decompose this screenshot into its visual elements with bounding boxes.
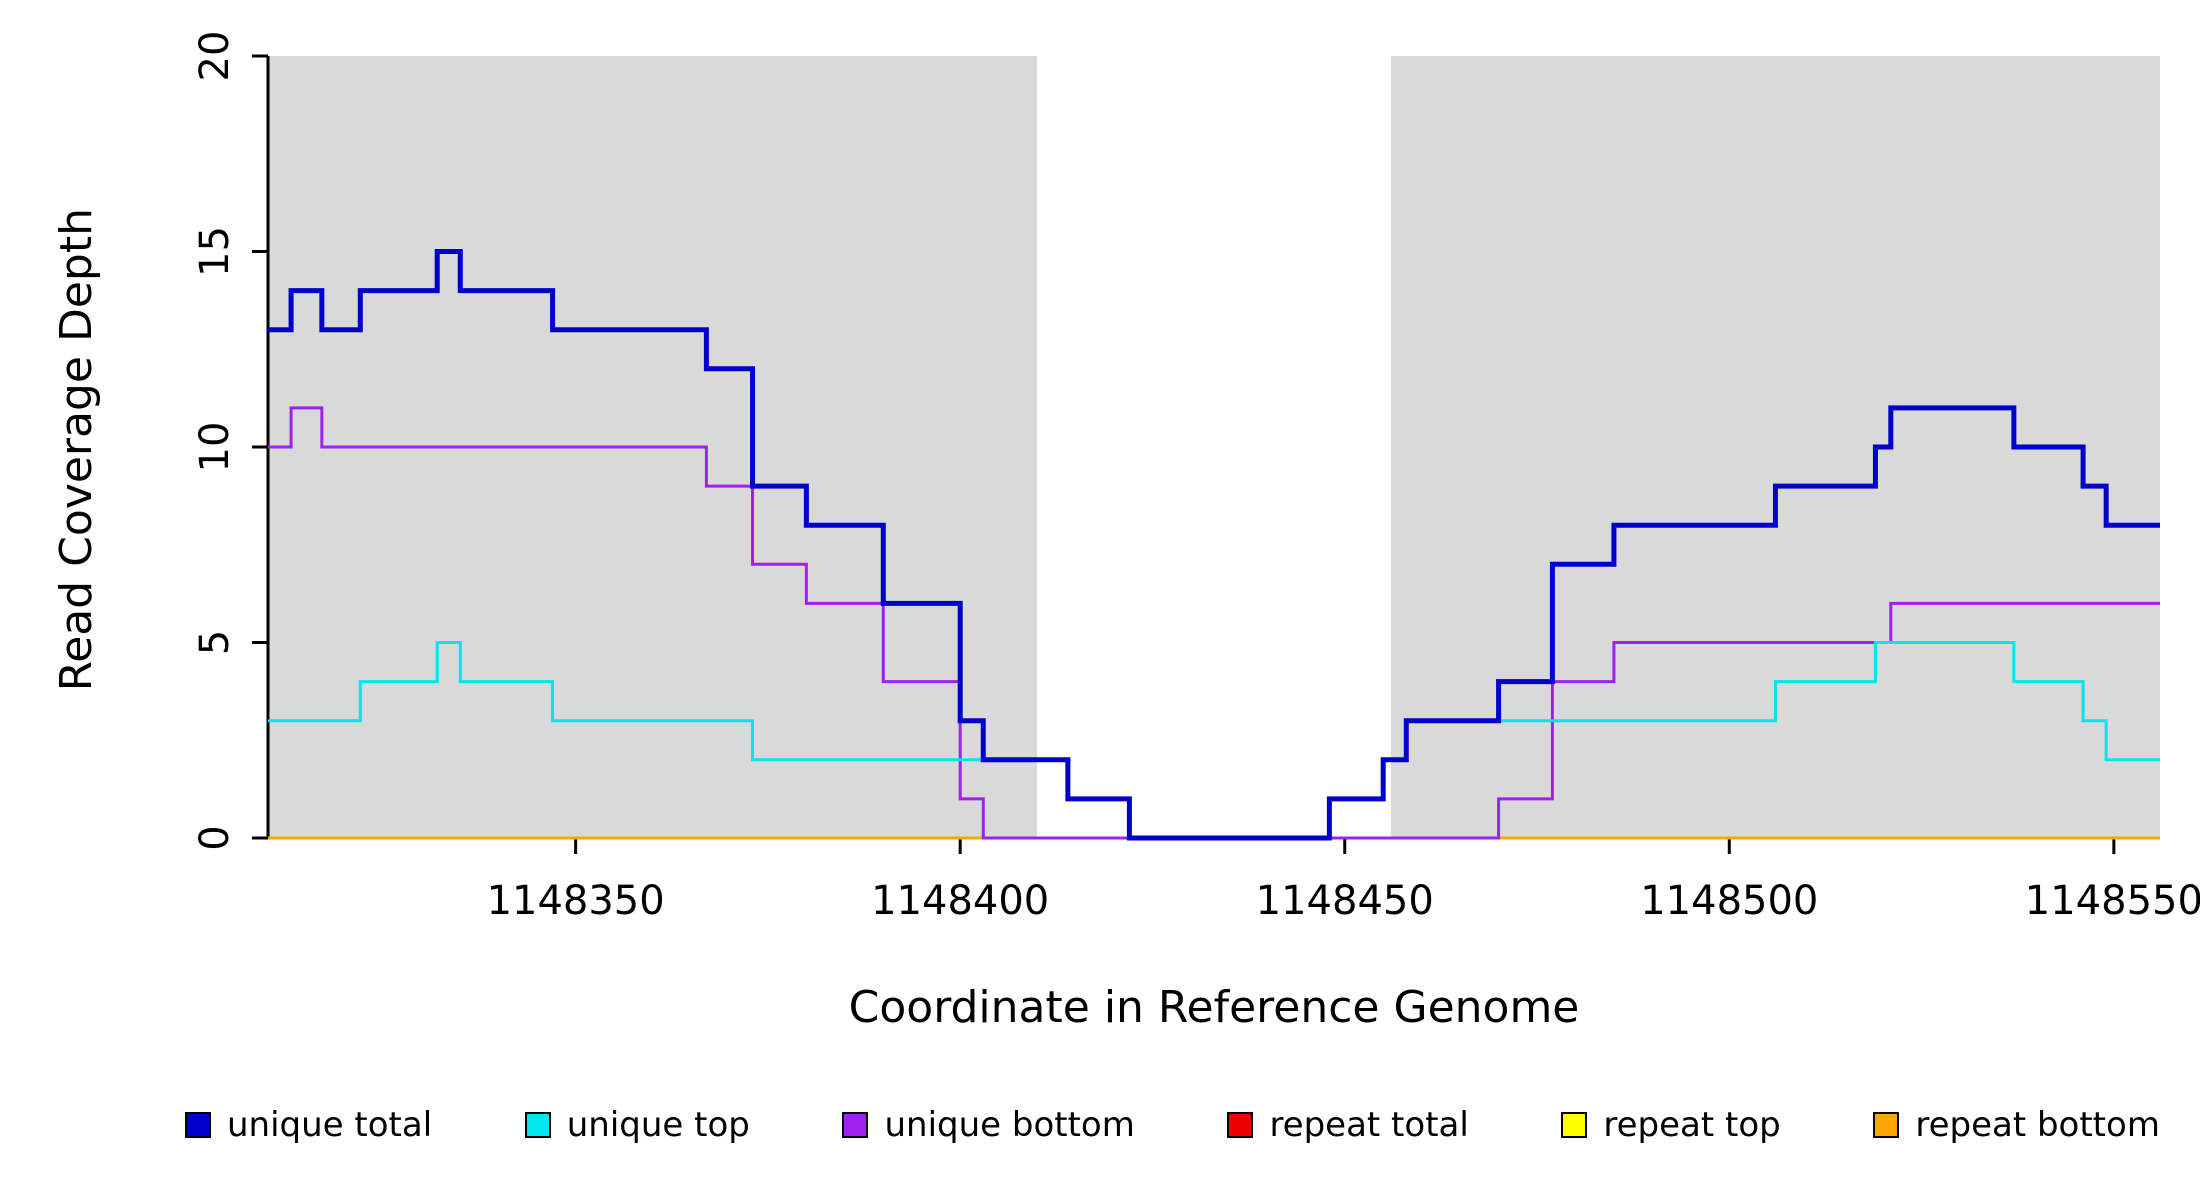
legend-label: unique top: [566, 1105, 750, 1145]
y-axis-title: Read Coverage Depth: [50, 208, 102, 692]
x-tick-label: 1148350: [487, 878, 665, 924]
y-axis-title-wrap: Read Coverage Depth: [46, 170, 106, 730]
x-tick-label: 1148400: [871, 878, 1049, 924]
coverage-chart: 1148350 1148400 1148450 1148500 1148550 0 5 10 1…: [192, 31, 2200, 924]
unique-total-swatch-icon: [185, 1112, 211, 1138]
y-tick-label: 5: [192, 630, 238, 655]
x-tick-label: 1148550: [2025, 878, 2200, 924]
legend-label: repeat total: [1269, 1105, 1469, 1145]
series-path-unique-total: [268, 249, 2160, 841]
legend: unique total unique top unique bottom re…: [185, 1100, 2160, 1150]
legend-item-repeat-bottom: repeat bottom: [1873, 1105, 2160, 1145]
y-tick-label: 0: [192, 825, 238, 850]
x-axis-title: Coordinate in Reference Genome: [848, 982, 1580, 1033]
legend-label: unique total: [227, 1105, 433, 1145]
x-tick-label: 1148450: [1256, 878, 1434, 924]
legend-label: unique bottom: [884, 1105, 1135, 1145]
repeat-top-swatch-icon: [1561, 1112, 1588, 1138]
unique-bottom-swatch-icon: [842, 1112, 869, 1138]
legend-label: repeat bottom: [1915, 1105, 2160, 1145]
legend-label: repeat top: [1603, 1105, 1781, 1145]
legend-item-unique-total: unique total: [185, 1105, 432, 1145]
repeat-bottom-swatch-icon: [1873, 1112, 1900, 1138]
legend-item-unique-top: unique top: [524, 1105, 750, 1145]
y-tick-label: 15: [192, 226, 238, 277]
legend-item-repeat-top: repeat top: [1561, 1105, 1781, 1145]
x-tick-label: 1148500: [1640, 878, 1818, 924]
repeat-total-swatch-icon: [1227, 1112, 1254, 1138]
series-path-unique-bottom: [268, 406, 2160, 840]
y-tick-label: 10: [192, 422, 238, 473]
y-tick-label: 20: [192, 31, 238, 82]
legend-item-unique-bottom: unique bottom: [842, 1105, 1135, 1145]
legend-item-repeat-total: repeat total: [1227, 1105, 1469, 1145]
unique-top-swatch-icon: [524, 1112, 551, 1138]
